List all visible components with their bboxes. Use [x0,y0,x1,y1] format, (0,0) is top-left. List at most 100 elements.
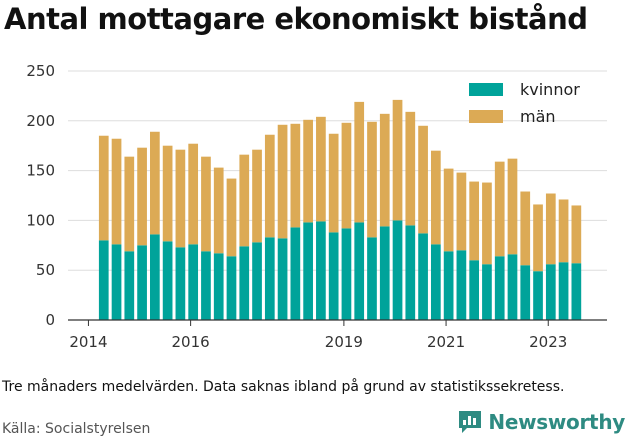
bar-series [98,99,582,320]
bar-kvinnor [533,271,543,320]
bar-män [328,133,339,233]
bar-män [98,135,109,241]
y-tick-label: 100 [26,211,55,229]
bar-män [571,205,582,264]
bar-kvinnor [341,228,352,320]
bar-kvinnor [392,220,403,320]
bar-kvinnor [367,237,377,320]
bar-män [162,145,173,242]
brand-name: Newsworthy [488,410,625,434]
bar-kvinnor [443,251,454,320]
bar-män [482,182,492,265]
bar-män [507,158,518,255]
legend: kvinnor män [469,80,580,126]
newsworthy-logo: Newsworthy [457,409,625,435]
bar-kvinnor [354,222,365,320]
bar-män [494,161,505,257]
bar-kvinnor [264,237,275,320]
bar-män [150,131,160,235]
bar-män [277,124,288,239]
legend-label-män: män [520,107,556,126]
bar-män [137,147,147,246]
footnote: Tre månaders medelvärden. Data saknas ib… [2,379,565,395]
bar-kvinnor [98,240,109,320]
x-tick-label: 2016 [172,333,210,351]
bar-män [290,123,301,228]
bar-kvinnor [252,242,262,320]
legend-swatch-kvinnor [469,83,503,96]
bar-kvinnor [507,254,518,320]
bar-män [469,181,480,261]
bar-män [418,125,428,234]
bar-kvinnor [137,245,147,320]
bar-män [354,101,365,223]
bar-män [316,116,326,222]
bar-kvinnor [494,256,505,320]
bar-män [303,119,313,223]
bar-män [558,199,569,263]
bar-män [252,149,262,243]
bar-kvinnor [456,250,467,320]
bar-kvinnor [405,225,416,320]
bar-kvinnor [150,234,160,320]
bar-chart-logo-icon [459,411,482,433]
bar-kvinnor [213,253,224,320]
x-tick-label: 2021 [427,333,465,351]
bar-män [239,154,250,247]
bar-kvinnor [430,244,441,320]
y-tick-label: 150 [26,162,55,180]
bar-män [213,167,224,254]
bar-kvinnor [520,265,531,320]
bar-män [533,204,543,272]
bar-män [188,143,199,245]
bar-kvinnor [482,264,492,320]
y-tick-label: 0 [45,311,55,329]
bar-män [379,113,390,227]
bar-kvinnor [328,232,339,320]
x-tick-label: 2014 [69,333,107,351]
bar-män [443,168,454,252]
source-label: Källa: Socialstyrelsen [2,421,151,437]
bar-kvinnor [469,260,480,320]
bar-kvinnor [226,256,237,320]
bar-män [456,172,467,251]
bar-män [392,99,403,221]
bar-kvinnor [545,264,556,320]
bar-kvinnor [201,251,211,320]
bar-män [264,134,275,238]
bar-kvinnor [316,221,326,320]
bar-kvinnor [379,226,390,320]
bar-män [201,156,211,252]
bar-kvinnor [558,262,569,320]
chart-title: Antal mottagare ekonomiskt bistånd [4,2,588,36]
bar-kvinnor [111,244,122,320]
bar-kvinnor [162,241,173,320]
bar-män [175,149,186,248]
bar-kvinnor [418,233,428,320]
y-tick-label: 200 [26,112,55,130]
bar-män [367,121,377,238]
legend-swatch-män [469,110,503,123]
bar-kvinnor [188,244,199,320]
bar-män [405,111,416,226]
x-tick-label: 2019 [325,333,363,351]
bar-män [545,193,556,265]
stacked-bar-chart: 0 50 100 150 200 250 2014 2016 2019 2021 2023 kvin… [26,62,607,351]
legend-label-kvinnor: kvinnor [520,80,580,99]
bar-kvinnor [277,238,288,320]
bar-kvinnor [124,251,135,320]
y-tick-label: 250 [26,62,55,80]
bar-män [430,150,441,245]
bar-män [226,178,237,257]
x-tick-label: 2023 [529,333,567,351]
axes: 0 50 100 150 200 250 2014 2016 2019 2021 2023 [26,62,607,351]
y-tick-label: 50 [36,261,55,279]
bar-män [124,156,135,252]
bar-kvinnor [303,222,313,320]
bar-män [520,191,531,266]
bar-män [341,122,352,229]
bar-kvinnor [239,246,250,320]
bar-kvinnor [290,227,301,320]
bar-kvinnor [571,263,582,320]
bar-män [111,138,122,245]
